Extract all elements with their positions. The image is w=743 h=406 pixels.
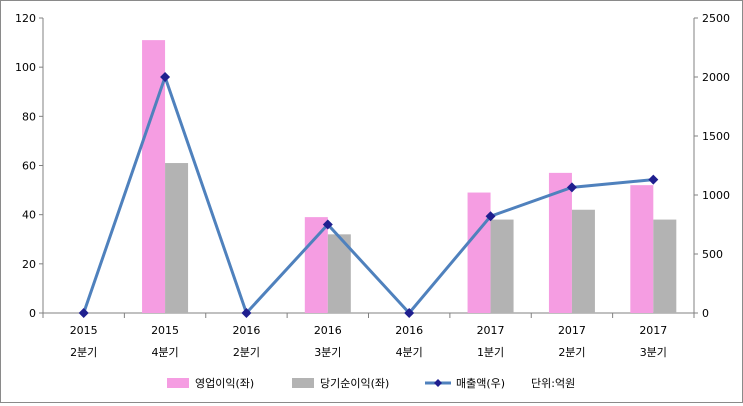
net-income-bar [571, 209, 595, 313]
legend-label-net-income: 당기순이익(좌) [320, 377, 389, 390]
right-tick-label: 2000 [702, 71, 730, 84]
net-income-bar [327, 234, 351, 313]
x-label-year: 2015 [70, 324, 98, 337]
operating-profit-bar [467, 192, 491, 313]
right-tick-label: 1000 [702, 189, 730, 202]
legend-swatch-operating-profit [167, 378, 189, 388]
operating-profit-bar [142, 40, 166, 313]
x-label-quarter: 2분기 [233, 346, 260, 359]
legend: 영업이익(좌) 당기순이익(좌) 매출액(우) 단위:억원 [167, 377, 575, 390]
right-tick-label: 0 [702, 307, 709, 320]
x-label-year: 2017 [558, 324, 586, 337]
net-income-bar [165, 163, 189, 313]
x-label-quarter: 4분기 [151, 346, 178, 359]
x-label-year: 2016 [232, 324, 260, 337]
left-tick-label: 20 [22, 258, 36, 271]
left-tick-label: 80 [22, 110, 36, 123]
left-tick-label: 100 [15, 61, 36, 74]
x-label-quarter: 3분기 [640, 346, 667, 359]
right-tick-label: 500 [702, 248, 723, 261]
x-label-quarter: 2분기 [70, 346, 97, 359]
revenue-marker [485, 211, 496, 222]
revenue-marker [78, 308, 89, 318]
operating-profit-bar [630, 185, 654, 313]
x-label-year: 2015 [151, 324, 179, 337]
right-tick-label: 2500 [702, 12, 730, 25]
revenue-marker [241, 308, 252, 318]
operating-profit-bar [304, 217, 328, 313]
x-label-quarter: 1분기 [477, 346, 504, 359]
x-label-year: 2017 [639, 324, 667, 337]
revenue-line [78, 72, 659, 318]
revenue-marker [404, 308, 415, 318]
x-label-year: 2017 [477, 324, 505, 337]
x-label-year: 2016 [395, 324, 423, 337]
legend-label-operating-profit: 영업이익(좌) [195, 377, 254, 390]
unit-note: 단위:억원 [531, 377, 575, 390]
left-tick-label: 0 [29, 307, 36, 320]
left-tick-label: 120 [15, 12, 36, 25]
x-label-year: 2016 [314, 324, 342, 337]
revenue-marker [160, 72, 171, 82]
left-tick-label: 60 [22, 160, 36, 173]
left-tick-label: 40 [22, 209, 36, 222]
revenue-marker [566, 182, 577, 193]
revenue-line-path [82, 72, 654, 316]
x-label-quarter: 3분기 [314, 346, 341, 359]
legend-swatch-net-income [292, 378, 314, 388]
net-income-bar [653, 219, 677, 313]
x-label-quarter: 4분기 [396, 346, 423, 359]
revenue-marker [322, 219, 333, 230]
x-label-quarter: 2분기 [558, 346, 585, 359]
x-axis-labels: 2015 2분기 2015 4분기 2016 2분기 2016 3분기 2016 4분기 2017 1… [70, 324, 668, 359]
operating-profit-bar [548, 172, 572, 313]
revenue-marker [648, 174, 659, 185]
bars [142, 40, 677, 313]
legend-marker-revenue [434, 379, 442, 387]
right-tick-label: 1500 [702, 130, 730, 143]
net-income-bar [490, 219, 514, 313]
legend-label-revenue: 매출액(우) [456, 377, 505, 390]
